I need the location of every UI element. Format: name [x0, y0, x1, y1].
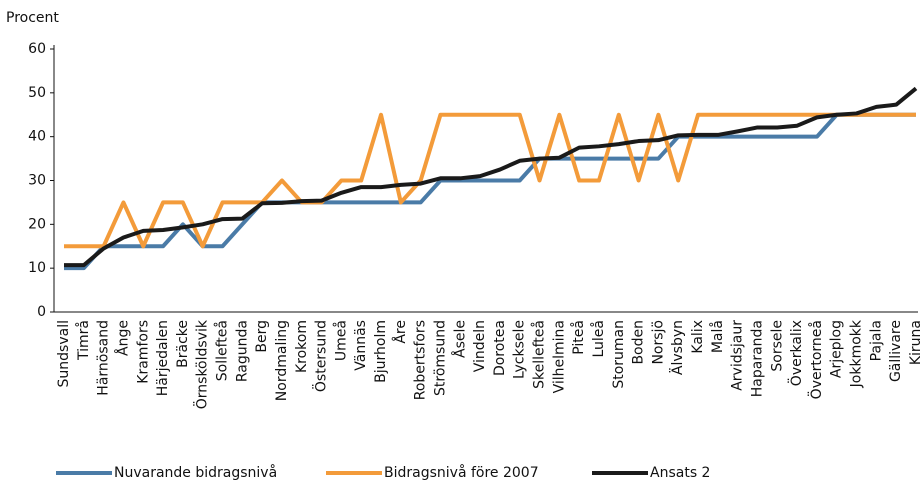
y-axis-title: Procent	[6, 10, 59, 26]
x-tick-label: Härnösand	[96, 320, 112, 396]
x-tick-label: Gällivare	[888, 320, 904, 382]
x-tick-label: Åre	[392, 320, 409, 344]
x-tick-label: Robertsfors	[413, 320, 429, 400]
x-tick-label: Sollefteå	[214, 320, 231, 381]
x-tick-label: Arvidsjaur	[730, 320, 746, 391]
x-tick-label: Överkalix	[787, 320, 805, 386]
x-tick-label: Kiruna	[908, 320, 924, 365]
y-tick-label: 50	[28, 85, 46, 101]
y-tick-label: 60	[28, 41, 46, 57]
x-tick-label: Vännäs	[353, 320, 369, 371]
x-tick-label: Ånge	[114, 320, 131, 356]
legend-label: Bidragsnivå före 2007	[384, 464, 539, 481]
y-tick-label: 20	[28, 216, 46, 232]
x-tick-label: Berg	[254, 320, 270, 353]
y-tick-label: 10	[28, 260, 46, 276]
x-tick-label: Haparanda	[749, 320, 765, 397]
x-tick-label: Timrå	[75, 320, 92, 361]
x-tick-label: Lycksele	[512, 320, 528, 379]
x-tick-label: Skellefteå	[531, 320, 548, 389]
x-tick-label: Vindeln	[472, 320, 488, 372]
x-tick-label: Piteå	[570, 320, 587, 355]
y-tick-label: 0	[37, 304, 46, 320]
x-tick-label: Ragunda	[234, 320, 250, 382]
legend-label: Ansats 2	[650, 465, 710, 481]
x-tick-label: Övertorneå	[807, 320, 825, 399]
legend-label: Nuvarande bidragsnivå	[114, 464, 277, 481]
x-tick-label: Strömsund	[432, 320, 448, 396]
x-tick-label: Sorsele	[769, 320, 785, 372]
x-tick-label: Bjurholm	[373, 320, 389, 383]
x-tick-label: Malå	[709, 320, 726, 353]
x-tick-label: Arjeplog	[829, 320, 845, 378]
x-tick-label: Dorotea	[492, 320, 508, 376]
x-tick-label: Älvsbyn	[668, 320, 686, 375]
series-line	[64, 112, 916, 271]
x-tick-label: Vilhelmina	[551, 320, 567, 393]
x-tick-label: Örnsköldsvik	[193, 319, 211, 409]
x-tick-label: Krokom	[294, 320, 310, 373]
y-tick-label: 30	[28, 173, 46, 189]
x-tick-label: Umeå	[332, 320, 349, 361]
series-line	[64, 112, 916, 249]
x-tick-label: Luleå	[590, 320, 607, 358]
x-tick-label: Härjedalen	[155, 320, 171, 396]
x-tick-label: Bräcke	[175, 320, 191, 368]
y-tick-label: 40	[28, 129, 46, 145]
x-tick-label: Boden	[631, 320, 647, 365]
x-tick-label: Nordmaling	[274, 320, 290, 401]
x-tick-label: Åsele	[451, 320, 468, 358]
x-tick-label: Jokkmokk	[849, 319, 865, 388]
series-line	[64, 86, 918, 268]
x-tick-label: Pajala	[868, 320, 884, 361]
x-tick-label: Sundsvall	[56, 320, 72, 387]
x-tick-label: Norsjö	[650, 320, 666, 365]
x-tick-label: Storuman	[611, 320, 627, 389]
x-tick-label: Östersund	[312, 320, 330, 392]
x-tick-label: Kalix	[690, 320, 706, 354]
x-tick-label: Kramfors	[135, 320, 151, 384]
